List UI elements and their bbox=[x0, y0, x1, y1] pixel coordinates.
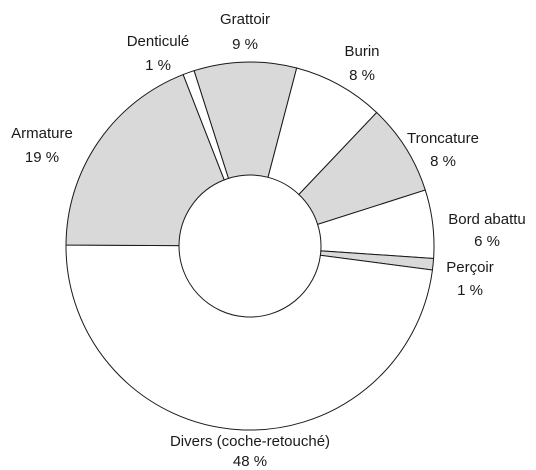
slice-label: Bord abattu bbox=[448, 211, 526, 228]
value-label: 8 % bbox=[430, 153, 456, 170]
slice-label: Perçoir bbox=[446, 259, 494, 276]
value-label: 6 % bbox=[474, 233, 500, 250]
slice-label: Divers (coche-retouché) bbox=[170, 433, 330, 450]
slice-label: Denticulé bbox=[127, 33, 190, 50]
value-label: 1 % bbox=[145, 57, 171, 74]
value-label: 9 % bbox=[232, 36, 258, 53]
slice-label: Troncature bbox=[407, 130, 479, 147]
slice bbox=[182, 70, 230, 181]
slice-label: Grattoir bbox=[220, 11, 270, 28]
value-label: 1 % bbox=[457, 282, 483, 299]
slice-label: Burin bbox=[344, 43, 379, 60]
value-label: 19 % bbox=[25, 149, 59, 166]
value-label: 8 % bbox=[349, 67, 375, 84]
slice-label: Armature bbox=[11, 125, 73, 142]
slice bbox=[65, 244, 433, 431]
slice bbox=[65, 73, 225, 247]
value-label: 48 % bbox=[233, 453, 267, 470]
